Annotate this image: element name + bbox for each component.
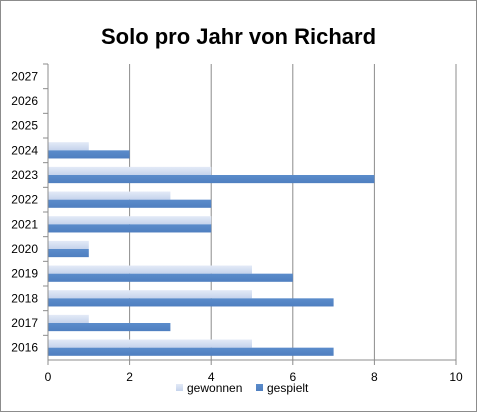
y-tick-label: 2016 [11, 341, 38, 355]
axes [43, 63, 457, 365]
bars [48, 142, 375, 356]
y-tick-label: 2022 [11, 193, 38, 207]
y-tick-label: 2020 [11, 242, 38, 256]
gridlines [129, 64, 457, 360]
y-tick-label: 2023 [11, 168, 38, 182]
x-tick-label: 2 [126, 370, 133, 384]
bar-gewonnen-2023 [48, 166, 212, 175]
legend: gewonnen gespielt [176, 381, 309, 395]
y-tick-label: 2026 [11, 94, 38, 108]
bar-gewonnen-2021 [48, 216, 212, 225]
x-tick-label: 10 [449, 370, 463, 384]
y-tick-label: 2019 [11, 267, 38, 281]
bar-gespielt-2022 [48, 199, 212, 208]
bar-gewonnen-2016 [48, 339, 252, 348]
x-tick-label: 4 [208, 370, 215, 384]
x-tick-label: 8 [371, 370, 378, 384]
bar-gespielt-2020 [48, 249, 89, 258]
bar-gewonnen-2024 [48, 142, 89, 151]
y-tick-label: 2018 [11, 291, 38, 305]
legend-swatch-gewonnen [176, 384, 183, 391]
y-tick-label: 2024 [11, 143, 38, 157]
x-tick-labels: 0 2 4 6 8 10 [45, 370, 463, 384]
bar-gespielt-2018 [48, 298, 334, 307]
bar-gewonnen-2019 [48, 265, 252, 274]
bar-gewonnen-2017 [48, 314, 89, 323]
y-tick-labels: 2016 2017 2018 2019 2020 2021 2022 2023 2024 2025… [11, 69, 38, 354]
y-tick-label: 2021 [11, 217, 38, 231]
y-tick-label: 2017 [11, 316, 38, 330]
bar-gespielt-2024 [48, 150, 130, 159]
bar-gespielt-2016 [48, 347, 334, 356]
bar-gewonnen-2018 [48, 290, 252, 299]
chart-title: Solo pro Jahr von Richard [100, 24, 377, 49]
x-tick-label: 0 [45, 370, 52, 384]
bar-gespielt-2019 [48, 273, 293, 282]
legend-label-gespielt: gespielt [267, 381, 309, 395]
bar-gespielt-2023 [48, 175, 375, 184]
legend-label-gewonnen: gewonnen [187, 381, 242, 395]
bar-gewonnen-2020 [48, 240, 89, 249]
legend-swatch-gespielt [256, 384, 263, 391]
bar-gespielt-2017 [48, 323, 171, 332]
bar-gespielt-2021 [48, 224, 212, 233]
y-tick-label: 2025 [11, 119, 38, 133]
bar-gewonnen-2022 [48, 191, 171, 200]
y-tick-label: 2027 [11, 69, 38, 83]
x-tick-label: 6 [289, 370, 296, 384]
